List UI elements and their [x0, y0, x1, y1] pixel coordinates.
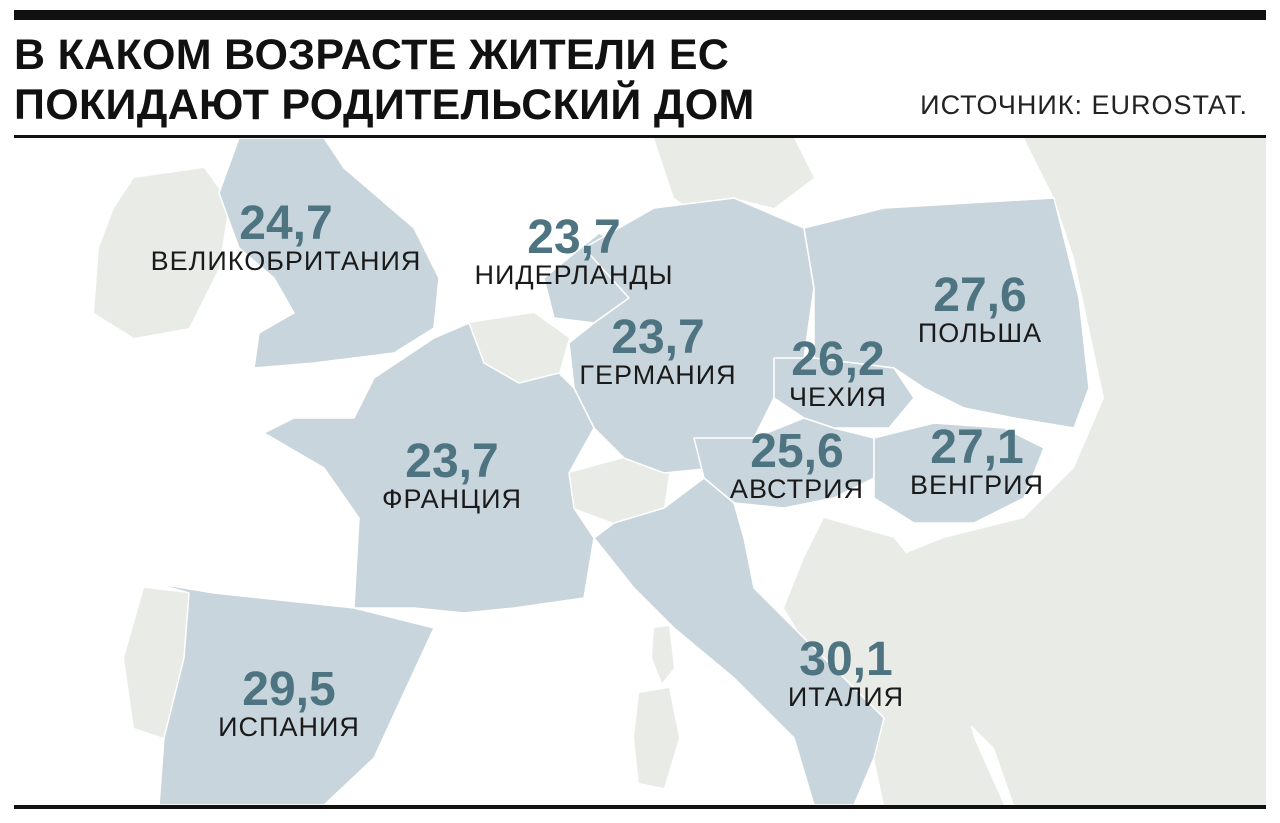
label-hungary: 27,1 ВЕНГРИЯ — [909, 421, 1045, 501]
value-great-britain: 24,7 — [239, 197, 333, 250]
land-scandinavia — [654, 138, 814, 218]
value-hungary: 27,1 — [930, 421, 1024, 474]
name-czechia: ЧЕХИЯ — [789, 382, 887, 412]
land-eastern-europe — [854, 138, 1266, 805]
land-sardinia — [634, 688, 679, 788]
land-balkans — [784, 518, 1004, 805]
name-hungary: ВЕНГРИЯ — [909, 470, 1045, 500]
value-germany: 23,7 — [611, 311, 705, 364]
name-spain: ИСПАНИЯ — [218, 712, 360, 742]
label-germany: 23,7 ГЕРМАНИЯ — [579, 311, 737, 391]
name-great-britain: ВЕЛИКОБРИТАНИЯ — [150, 246, 422, 276]
bottom-rule — [14, 805, 1266, 809]
label-czechia: 26,2 ЧЕХИЯ — [789, 333, 887, 413]
region-great-britain — [218, 138, 440, 369]
value-austria: 25,6 — [750, 425, 844, 478]
region-france — [263, 322, 595, 614]
name-poland: ПОЛЬША — [917, 318, 1043, 348]
land-corsica — [652, 626, 674, 683]
land-switzerland — [569, 458, 669, 523]
label-poland: 27,6 ПОЛЬША — [917, 269, 1043, 349]
map-canvas — [94, 138, 1266, 805]
value-france: 23,7 — [405, 435, 499, 488]
region-spain — [153, 582, 435, 805]
land-belgium — [469, 313, 569, 383]
land-ireland — [94, 168, 229, 338]
highlighted-countries — [153, 138, 1090, 805]
name-france: ФРАНЦИЯ — [381, 484, 523, 514]
top-rule — [14, 10, 1266, 20]
name-italy: ИТАЛИЯ — [787, 682, 905, 712]
label-spain: 29,5 ИСПАНИЯ — [218, 663, 360, 743]
region-hungary — [873, 422, 1045, 524]
label-netherlands: 23,7 НИДЕРЛАНДЫ — [474, 211, 674, 291]
label-france: 23,7 ФРАНЦИЯ — [381, 435, 523, 515]
title-rule — [14, 135, 1266, 138]
page-title: В КАКОМ ВОЗРАСТЕ ЖИТЕЛИ ЕС ПОКИДАЮТ РОДИ… — [14, 31, 755, 129]
value-italy: 30,1 — [799, 633, 893, 686]
region-italy — [593, 477, 885, 805]
label-italy: 30,1 ИТАЛИЯ — [787, 633, 905, 713]
europe-map: 24,7 ВЕЛИКОБРИТАНИЯ 23,7 НИДЕРЛАНДЫ 23,7… — [14, 138, 1266, 805]
label-great-britain: 24,7 ВЕЛИКОБРИТАНИЯ — [150, 197, 422, 277]
value-poland: 27,6 — [933, 269, 1027, 322]
value-spain: 29,5 — [242, 663, 336, 716]
value-czechia: 26,2 — [791, 333, 885, 386]
name-germany: ГЕРМАНИЯ — [579, 360, 737, 390]
value-netherlands: 23,7 — [527, 211, 621, 264]
region-czechia — [773, 357, 915, 429]
other-land — [94, 138, 1266, 805]
label-austria: 25,6 АВСТРИЯ — [729, 425, 865, 505]
source-note: ИСТОЧНИК: EUROSTAT. — [920, 90, 1248, 120]
name-netherlands: НИДЕРЛАНДЫ — [474, 260, 674, 290]
name-austria: АВСТРИЯ — [729, 474, 865, 504]
